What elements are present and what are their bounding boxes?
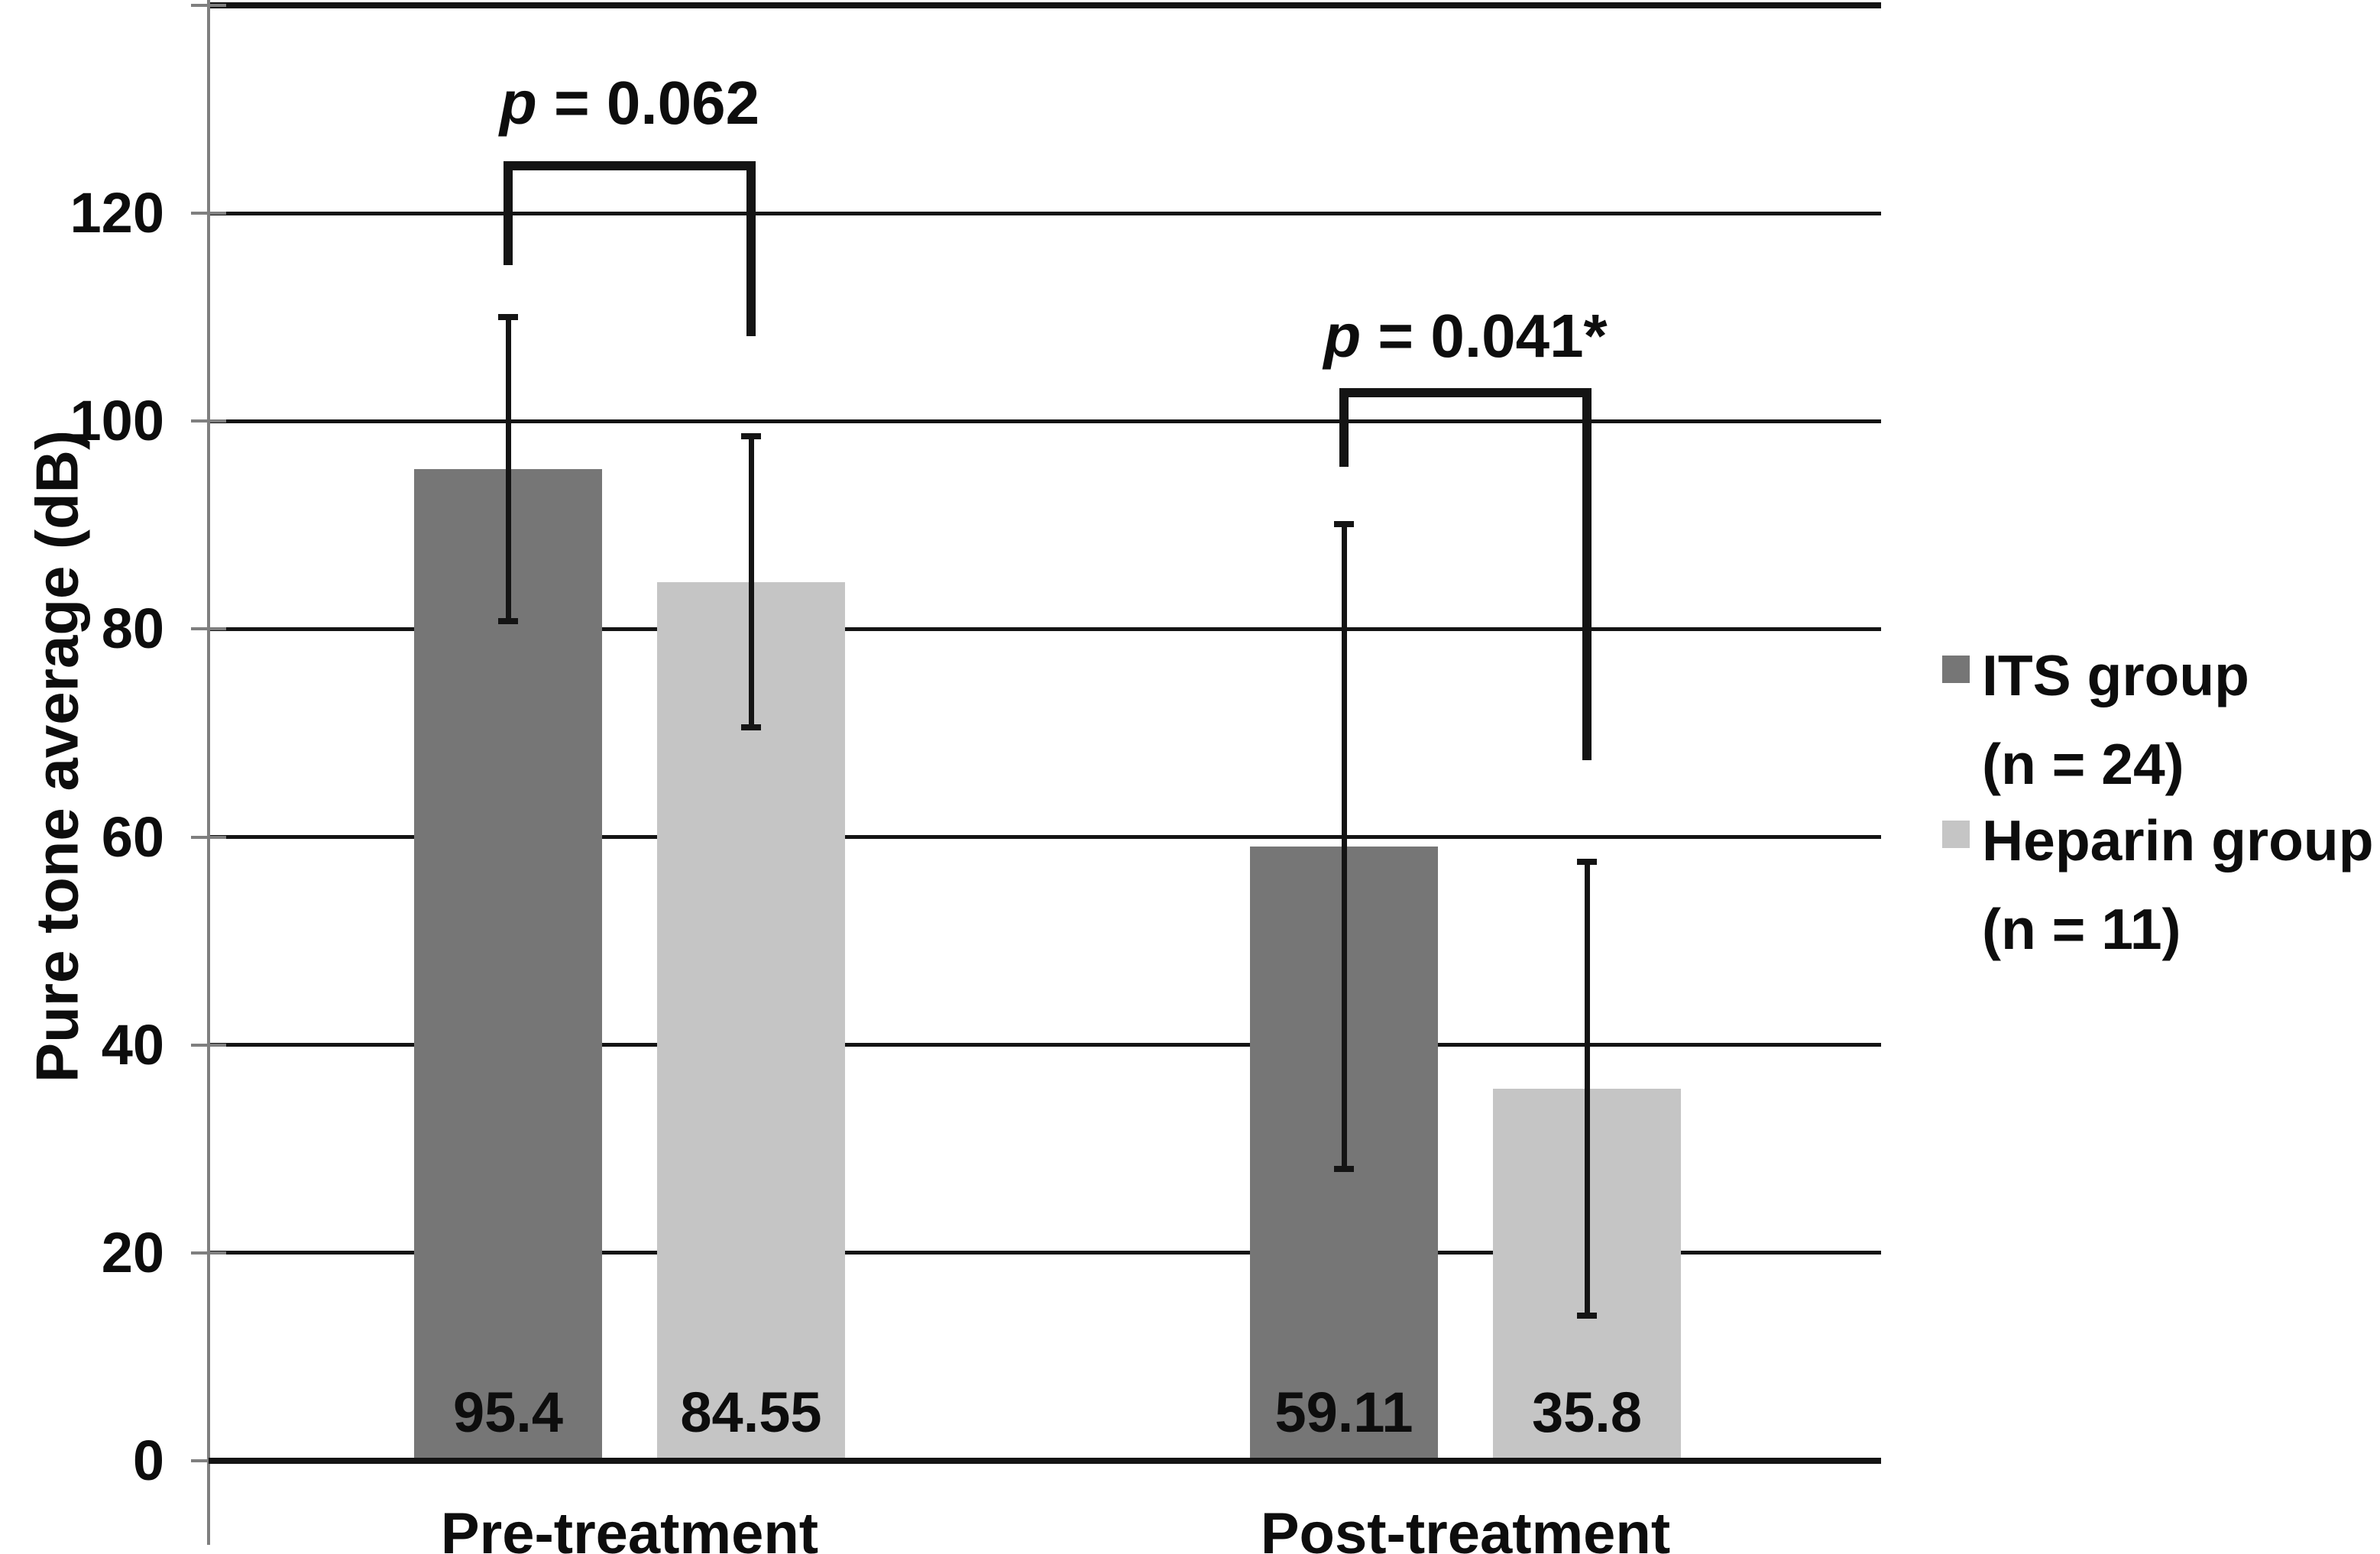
gridline (209, 626, 1881, 631)
legend-swatch (1942, 656, 1970, 683)
bar (414, 468, 602, 1461)
bar-value-label: 59.11 (1274, 1381, 1413, 1444)
bar-value-label: 95.4 (452, 1381, 564, 1444)
y-tick-label: 40 (101, 1012, 164, 1076)
gridline (209, 1043, 1881, 1047)
y-tick-label: 80 (101, 597, 164, 661)
error-bar-cap-bottom (1334, 1165, 1354, 1172)
y-axis-title: Pure tone average (dB) (23, 430, 91, 1083)
y-tick-label: 20 (101, 1220, 164, 1284)
error-bar-cap-top (1334, 520, 1354, 527)
y-tick-label: 100 (70, 389, 164, 453)
p-value-label: p = 0.041* (1323, 302, 1608, 370)
significance-bracket-left-leg (1339, 387, 1349, 468)
significance-bracket-bar (1339, 387, 1592, 397)
x-axis-line (209, 1458, 1881, 1464)
legend-label: (n = 24) (1982, 732, 2184, 796)
error-bar-cap-bottom (498, 617, 518, 624)
p-value-label: p = 0.062 (499, 69, 760, 137)
significance-bracket-bar (504, 161, 756, 171)
plot-top-border (209, 2, 1881, 8)
category-label: Pre-treatment (440, 1501, 819, 1554)
legend-label: Heparin group (1982, 808, 2374, 873)
error-bar-cap-bottom (1577, 1312, 1597, 1319)
category-label: Post-treatment (1260, 1501, 1671, 1554)
y-tick-label: 120 (70, 181, 164, 245)
error-bar-whisker (505, 317, 511, 621)
bar-value-label: 84.55 (680, 1381, 822, 1444)
y-tick-label: 0 (132, 1429, 164, 1492)
gridline (209, 1251, 1881, 1255)
significance-bracket-right-leg (746, 161, 756, 336)
error-bar-whisker (1341, 523, 1347, 1169)
gridline (209, 419, 1881, 423)
significance-bracket-right-leg (1582, 387, 1592, 760)
error-bar-cap-top (498, 314, 518, 321)
y-tick-label: 60 (101, 805, 164, 869)
error-bar-whisker (1584, 862, 1590, 1316)
error-bar-cap-top (1577, 859, 1597, 866)
error-bar-cap-bottom (741, 724, 761, 731)
y-axis-line (207, 0, 210, 1545)
gridline (209, 211, 1881, 215)
legend-swatch (1942, 821, 1970, 848)
legend-label: ITS group (1982, 643, 2249, 707)
legend-label: (n = 11) (1982, 897, 2181, 961)
error-bar-whisker (748, 436, 754, 728)
gridline (209, 835, 1881, 840)
significance-bracket-left-leg (504, 161, 513, 266)
bar-value-label: 35.8 (1531, 1381, 1643, 1444)
error-bar-cap-top (741, 433, 761, 440)
